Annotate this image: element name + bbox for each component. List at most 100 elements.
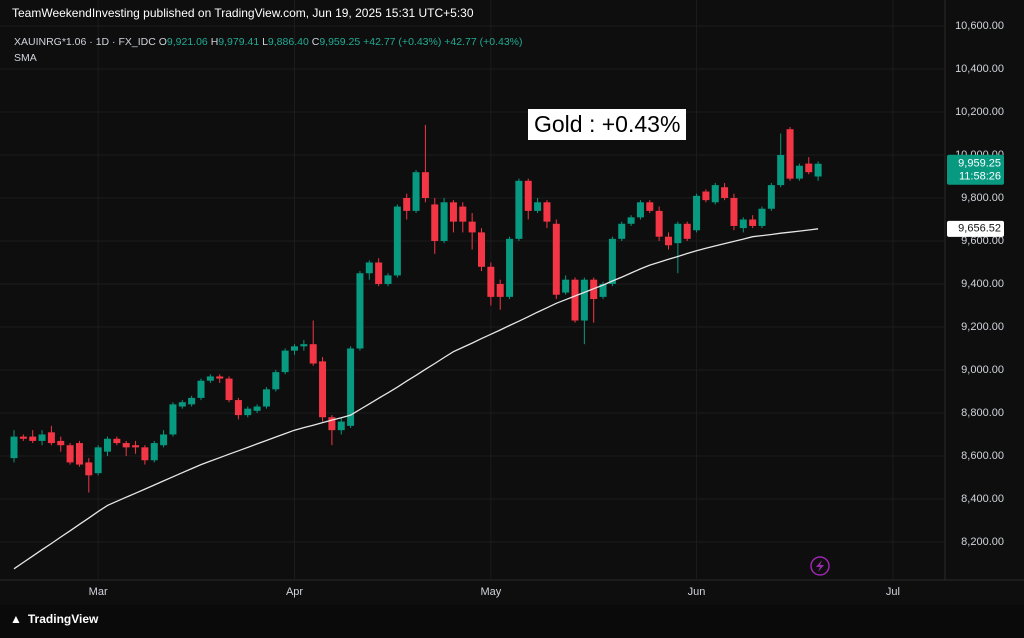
footer-bar (0, 605, 1024, 638)
countdown-label: 11:58:26 (959, 171, 1001, 183)
candle-body (618, 223, 626, 239)
y-tick-label: 9,600.00 (961, 235, 1004, 247)
candle-body (786, 129, 794, 179)
candle-body (262, 389, 270, 407)
candle-body (730, 197, 738, 226)
candle-body (543, 202, 551, 222)
last-price-label: 9,959.25 (958, 158, 1001, 170)
y-tick-label: 8,200.00 (961, 536, 1004, 548)
candle-body (94, 447, 102, 474)
alert-icon-bolt (816, 560, 824, 572)
candle-body (431, 204, 439, 241)
y-tick-label: 10,200.00 (955, 106, 1004, 118)
candle-body (795, 165, 803, 179)
y-tick-label: 9,200.00 (961, 321, 1004, 333)
candle-body (758, 208, 766, 226)
ohlc-value: 9,959.25 (319, 36, 361, 48)
candle-body (328, 417, 336, 431)
candle-body (506, 238, 514, 297)
candle-body (814, 163, 822, 177)
candle-body (749, 219, 757, 226)
candle-body (393, 206, 401, 276)
candle-body (524, 180, 532, 211)
y-tick-label: 10,600.00 (955, 20, 1004, 32)
sma-line (13, 228, 819, 570)
candle-body (580, 279, 588, 321)
candle-body (496, 283, 504, 297)
x-tick-label: Jun (688, 586, 706, 598)
candle-body (319, 361, 327, 418)
candle-body (188, 397, 196, 405)
candle-body (552, 223, 560, 295)
candle-body (141, 447, 149, 461)
candle-body (291, 346, 298, 351)
indicator-name: SMA (14, 52, 37, 64)
candle-body (478, 232, 485, 267)
candle-body (66, 445, 74, 463)
ohlc-key: L (262, 36, 268, 48)
candle-body (636, 202, 644, 218)
candle-body (449, 202, 457, 222)
candle-body (132, 445, 140, 448)
y-tick-label: 9,400.00 (961, 278, 1004, 290)
alert-icon[interactable] (810, 556, 830, 576)
candle-body (711, 185, 719, 203)
candle-body (10, 436, 18, 459)
candle-body (674, 223, 682, 244)
candle-body (655, 210, 663, 237)
candle-body (665, 236, 672, 246)
last-price-box (947, 154, 1004, 185)
candle-body (281, 350, 289, 373)
candle-body (412, 172, 420, 211)
candle-body (57, 440, 65, 446)
candle-body (627, 217, 635, 224)
candle-body (104, 438, 111, 452)
candle-body (29, 436, 37, 441)
candle-body (365, 262, 373, 274)
footer-logo: ▲ TradingView (10, 612, 98, 626)
candle-body (534, 202, 542, 211)
candle-body (85, 462, 93, 476)
x-tick-label: Mar (89, 586, 108, 598)
candle-body (253, 406, 261, 411)
candle-body (300, 344, 308, 347)
x-tick-label: Apr (286, 586, 303, 598)
candle-body (178, 402, 186, 407)
annotation: Gold : +0.43% (528, 109, 687, 140)
candle-body (150, 443, 158, 461)
y-tick-label: 10,400.00 (955, 63, 1004, 75)
sma-price-label: 9,656.52 (958, 223, 1001, 235)
candle-body (169, 404, 177, 435)
logo-mark: ▲ (10, 612, 22, 626)
change-label: +42.77 (+0.43%) (363, 36, 442, 48)
y-tick-label: 8,800.00 (961, 407, 1004, 419)
candle-body (693, 195, 701, 231)
ohlc-value: 9,886.40 (267, 36, 309, 48)
candle-body (384, 275, 392, 284)
candle-body (721, 187, 729, 198)
candle-body (356, 273, 364, 349)
y-tick-label: 8,600.00 (961, 450, 1004, 462)
candle-body (113, 438, 121, 444)
candle-body (75, 443, 83, 465)
candle-body (337, 421, 345, 431)
candle-body (739, 219, 747, 229)
y-tick-label: 8,400.00 (961, 493, 1004, 505)
candle-body (562, 279, 570, 293)
symbol: XAUINRG*1.06 · 1D · FX_IDC (14, 36, 156, 48)
candle-body (122, 443, 130, 448)
ohlc-key: O (158, 36, 167, 48)
candle-body (160, 434, 168, 446)
x-tick-label: May (480, 586, 501, 598)
y-tick-label: 9,800.00 (961, 192, 1004, 204)
candle-body (375, 262, 383, 284)
candle-body (571, 279, 579, 321)
candle-body (403, 197, 411, 211)
header: TeamWeekendInvesting published on Tradin… (12, 6, 474, 20)
ohlc: O9,921.06 H9,979.41 L9,886.40 C9,959.25 … (159, 36, 523, 48)
candle-body (599, 283, 607, 297)
x-tick-label: Jul (886, 586, 900, 598)
candle-body (19, 436, 27, 439)
candle-body (487, 266, 495, 297)
